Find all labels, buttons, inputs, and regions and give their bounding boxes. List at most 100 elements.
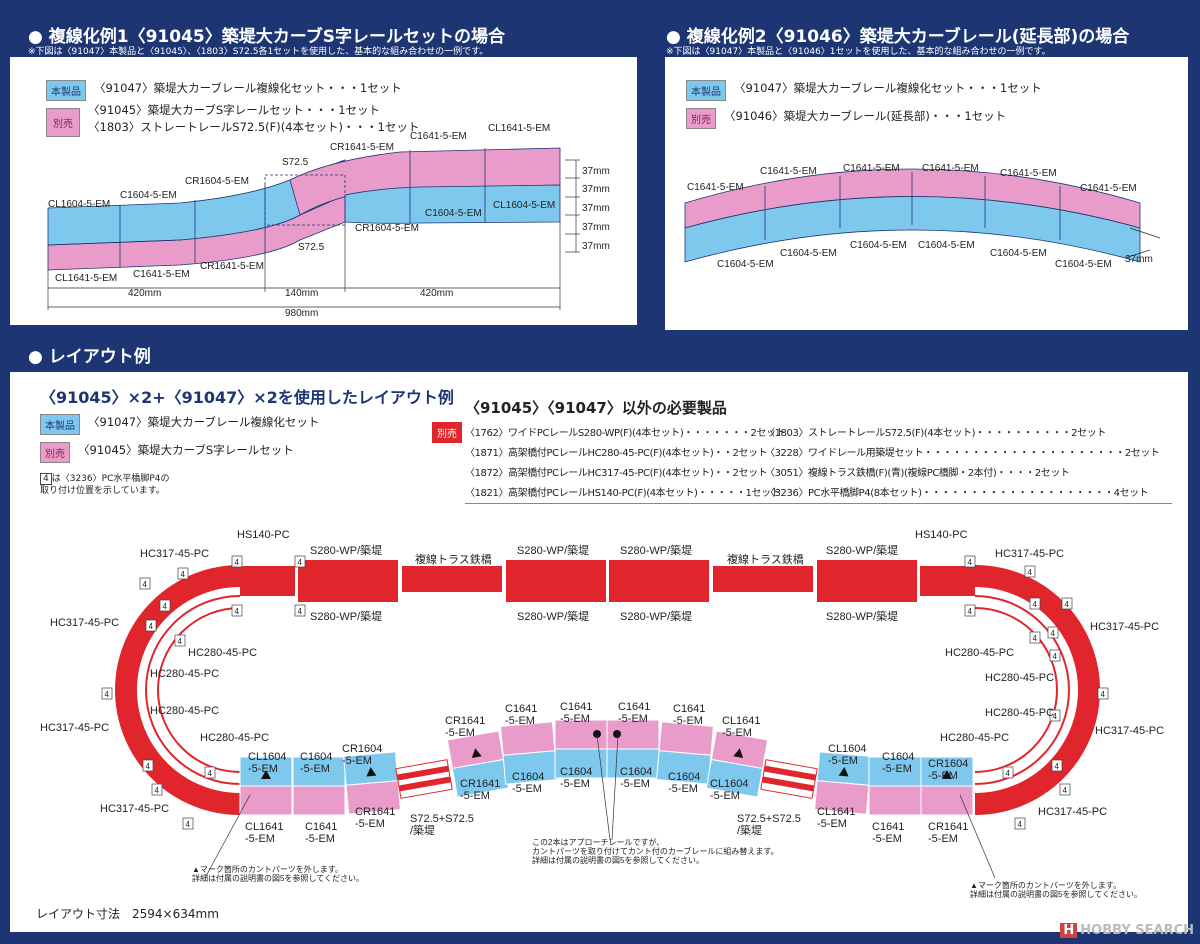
- svg-text:4: 4: [155, 786, 160, 795]
- svg-text:4: 4: [1065, 600, 1070, 609]
- left-curve-outer: [115, 565, 241, 815]
- svg-text:4: 4: [1033, 634, 1038, 643]
- layout-label: S280-WP/築堤: [310, 543, 382, 557]
- cant-remove-triangle-icon: [471, 748, 482, 758]
- example2-track: [684, 168, 1161, 263]
- svg-text:4: 4: [1053, 712, 1058, 721]
- layout-label: HC280-45-PC: [150, 705, 219, 717]
- panel-layout: [10, 372, 1188, 932]
- pier-p4-marker: 4: [1029, 631, 1041, 644]
- legend-own: 本製品 〈91047〉築堤大カーブレール複線化セット・・・1セット: [686, 80, 1042, 101]
- example2-label: C1641-5-EM: [922, 163, 979, 174]
- required-title: 〈91045〉〈91047〉以外の必要製品: [465, 399, 727, 417]
- example2-label: C1641-5-EM: [1000, 168, 1057, 179]
- curve-track-segment: [343, 751, 401, 815]
- pier-p4-marker: 4: [101, 687, 113, 700]
- example1-label: S72.5: [282, 157, 309, 168]
- required-item: 〈3228〉ワイドレール用築堤セット・・・・・・・・・・・・・・・・・・・・・2…: [765, 448, 1160, 459]
- note-left: ▲マーク箇所のカントパーツを外します。詳細は付属の説明書の図5を参照してください…: [192, 864, 364, 883]
- section1-note: ※下図は〈91047〉本製品と〈91045〉、〈1803〉S72.5各1セットを…: [28, 47, 489, 57]
- layout-label: HC280-45-PC: [940, 732, 1009, 744]
- section2-title: ● 複線化例2〈91046〉築堤大カーブレール(延長部)の場合: [666, 27, 1130, 47]
- layout-label: CL1641 -5-EM: [722, 715, 761, 739]
- example1-label: CR1604-5-EM: [185, 176, 249, 187]
- example1-label: 980mm: [285, 308, 318, 319]
- example1-label: CL1641-5-EM: [55, 273, 117, 284]
- layout-track: 4 4 4 4 4 4 4 4 4 4 4 4 4 4 4 4 4 4 4 4 4 4 4 4 4 4 4 4: [101, 555, 1109, 879]
- layout-label: HC317-45-PC: [1090, 621, 1159, 633]
- cant-remove-triangle-icon: [942, 770, 952, 779]
- layout-label: CR1641 -5-EM: [928, 821, 968, 845]
- pier-p4-marker: 4: [151, 783, 163, 796]
- layout-label: S280-WP/築堤: [517, 609, 589, 623]
- svg-text:4: 4: [186, 820, 191, 829]
- pier-note-line: は〈3236〉PC水平橋脚P4の: [51, 474, 170, 484]
- layout-label: S280-WP/築堤: [826, 543, 898, 557]
- curve-track-segment: [239, 756, 293, 816]
- layout-label: C1604 -5-EM: [668, 771, 700, 795]
- badge-separate: 別売: [46, 108, 80, 137]
- section1-title: ● 複線化例1〈91045〉築堤大カーブS字レールセットの場合: [28, 27, 505, 47]
- svg-text:4: 4: [149, 622, 154, 631]
- layout-label: C1641 -5-EM: [505, 703, 537, 727]
- legend-separate: 別売 〈91046〉築堤大カーブレール(延長部)・・・1セット: [686, 108, 1006, 129]
- pier-p4-marker: 4: [964, 555, 976, 568]
- example2-label: C1604-5-EM: [918, 240, 975, 251]
- layout-label: HC317-45-PC: [995, 548, 1064, 560]
- layout-label: S280-WP/築堤: [310, 609, 382, 623]
- curve-track-segment: [705, 730, 769, 798]
- legend-text: 〈91046〉築堤大カーブレール(延長部)・・・1セット: [724, 109, 1007, 123]
- layout-label: C1604 -5-EM: [512, 771, 544, 795]
- layout-label: HC317-45-PC: [100, 803, 169, 815]
- left-curve-inner: [145, 595, 241, 785]
- layout-label: S280-WP/築堤: [620, 543, 692, 557]
- legend-text: 〈91047〉築堤大カーブレール複線化セット: [88, 415, 320, 429]
- pier-p4-marker: 4: [1049, 649, 1061, 662]
- legend-separate: 別売 〈91045〉築堤大カーブS字レールセット・・・1セット 〈1803〉ストレー…: [46, 102, 419, 137]
- cant-remove-triangle-icon: [261, 770, 271, 779]
- layout-subtitle: 〈91045〉×2+〈91047〉×2を使用したレイアウト例: [40, 388, 454, 407]
- svg-text:4: 4: [163, 602, 168, 611]
- example1-label: CR1641-5-EM: [200, 261, 264, 272]
- badge-separate: 別売: [432, 422, 462, 443]
- layout-label: CL1641 -5-EM: [245, 821, 284, 845]
- badge-own: 本製品: [40, 414, 80, 435]
- example1-label: CL1641-5-EM: [488, 123, 550, 134]
- example1-label: C1604-5-EM: [425, 208, 482, 219]
- svg-text:4: 4: [1018, 820, 1023, 829]
- example2-label: C1604-5-EM: [850, 240, 907, 251]
- badge-separate: 別売: [40, 442, 70, 463]
- layout-label: C1604 -5-EM: [882, 751, 914, 775]
- pier-p4-marker: 4: [1029, 597, 1041, 610]
- layout-label: HC317-45-PC: [50, 617, 119, 629]
- example2-label: C1641-5-EM: [687, 182, 744, 193]
- example2-label: C1641-5-EM: [760, 166, 817, 177]
- example1-label: S72.5: [298, 242, 325, 253]
- pier-p4-marker: 4: [1097, 687, 1109, 700]
- layout-size: レイアウト寸法 2594×634mm: [36, 907, 219, 921]
- layout-label: C1604 -5-EM: [620, 766, 652, 790]
- layout-label: CR1641 -5-EM: [445, 715, 485, 739]
- layout-label: C1641 -5-EM: [618, 701, 650, 725]
- legend-text: 〈91047〉築堤大カーブレール複線化セット・・・1セット: [94, 81, 402, 95]
- layout-label: HC280-45-PC: [985, 707, 1054, 719]
- cant-remove-triangle-icon: [366, 767, 377, 777]
- example1-label: C1604-5-EM: [120, 190, 177, 201]
- layout-label: CR1604 -5-EM: [928, 758, 968, 782]
- cant-remove-triangle-icon: [733, 748, 744, 758]
- example1-label: 37mm: [582, 203, 610, 214]
- layout-label: CL1604 -5-EM: [828, 743, 867, 767]
- pier-p4-marker: 4: [1047, 626, 1059, 639]
- curve-track-segment: [656, 721, 714, 785]
- example1-label: 140mm: [285, 288, 318, 299]
- badge-separate: 別売: [686, 108, 716, 129]
- pier-marker-icon: 4: [40, 473, 52, 485]
- svg-text:4: 4: [146, 762, 151, 771]
- example1-label: 420mm: [128, 288, 161, 299]
- pier-p4-marker: 4: [964, 604, 976, 617]
- svg-text:4: 4: [1063, 786, 1068, 795]
- cant-remove-triangle-icon: [838, 767, 849, 777]
- svg-text:4: 4: [1055, 762, 1060, 771]
- required-item: 〈1871〉高架橋付PCレールHC280-45-PC(F)(4本セット)・・2セ…: [465, 448, 768, 459]
